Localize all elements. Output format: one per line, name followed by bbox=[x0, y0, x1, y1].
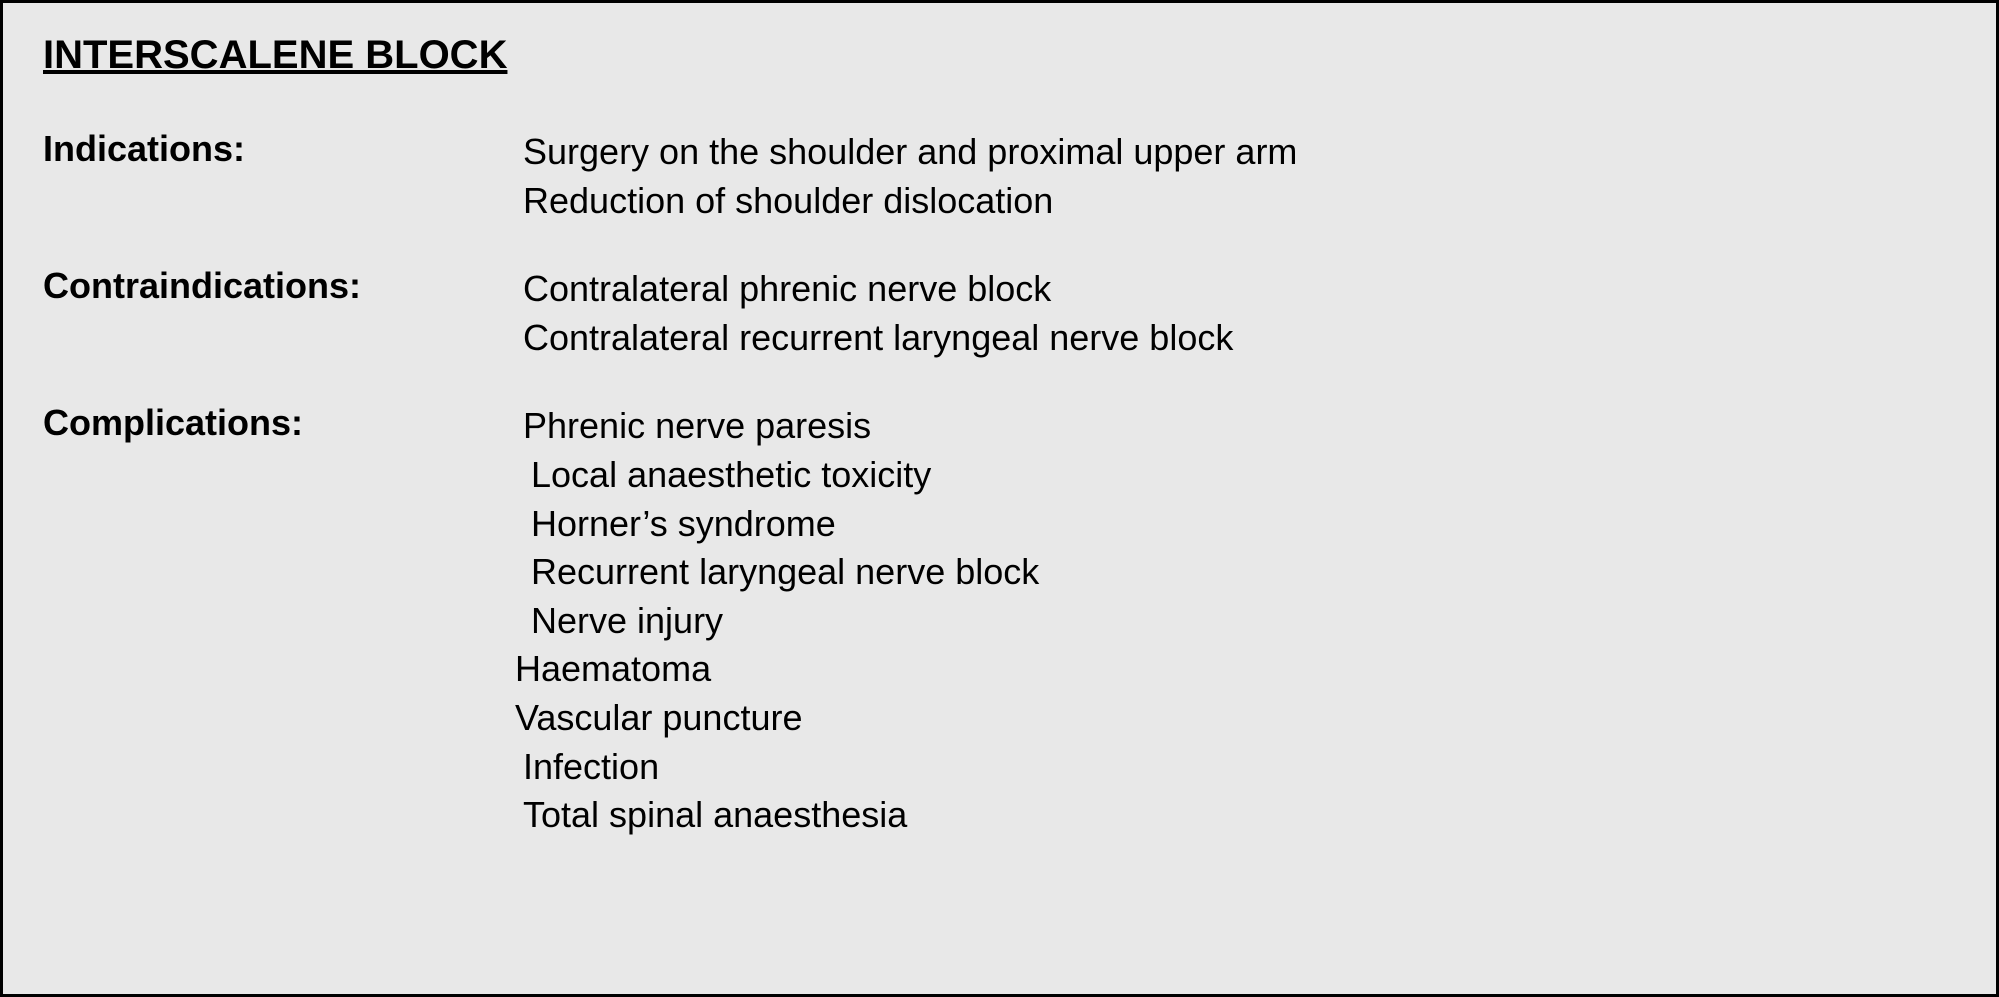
label-complications: Complications: bbox=[43, 402, 523, 444]
contraindication-item: Contralateral recurrent laryngeal nerve … bbox=[523, 314, 1233, 363]
section-indications: Indications: Surgery on the shoulder and… bbox=[43, 128, 1956, 225]
complication-item: Vascular puncture bbox=[515, 694, 1039, 743]
indication-item: Reduction of shoulder dislocation bbox=[523, 177, 1297, 226]
values-indications: Surgery on the shoulder and proximal upp… bbox=[523, 128, 1297, 225]
complication-item: Nerve injury bbox=[523, 597, 1039, 646]
label-indications: Indications: bbox=[43, 128, 523, 170]
section-complications: Complications: Phrenic nerve paresis Loc… bbox=[43, 402, 1956, 839]
document-title: INTERSCALENE BLOCK bbox=[43, 33, 1956, 78]
complication-item: Local anaesthetic toxicity bbox=[523, 451, 1039, 500]
document-box: INTERSCALENE BLOCK Indications: Surgery … bbox=[0, 0, 1999, 997]
complication-item: Total spinal anaesthesia bbox=[523, 791, 1039, 840]
values-complications: Phrenic nerve paresis Local anaesthetic … bbox=[523, 402, 1039, 839]
section-contraindications: Contraindications: Contralateral phrenic… bbox=[43, 265, 1956, 362]
contraindication-item: Contralateral phrenic nerve block bbox=[523, 265, 1233, 314]
complication-item: Horner’s syndrome bbox=[523, 500, 1039, 549]
label-contraindications: Contraindications: bbox=[43, 265, 523, 307]
indication-item: Surgery on the shoulder and proximal upp… bbox=[523, 128, 1297, 177]
complication-item: Recurrent laryngeal nerve block bbox=[523, 548, 1039, 597]
complication-item: Infection bbox=[523, 743, 1039, 792]
values-contraindications: Contralateral phrenic nerve block Contra… bbox=[523, 265, 1233, 362]
complication-item: Phrenic nerve paresis bbox=[523, 402, 1039, 451]
complication-item: Haematoma bbox=[515, 645, 1039, 694]
